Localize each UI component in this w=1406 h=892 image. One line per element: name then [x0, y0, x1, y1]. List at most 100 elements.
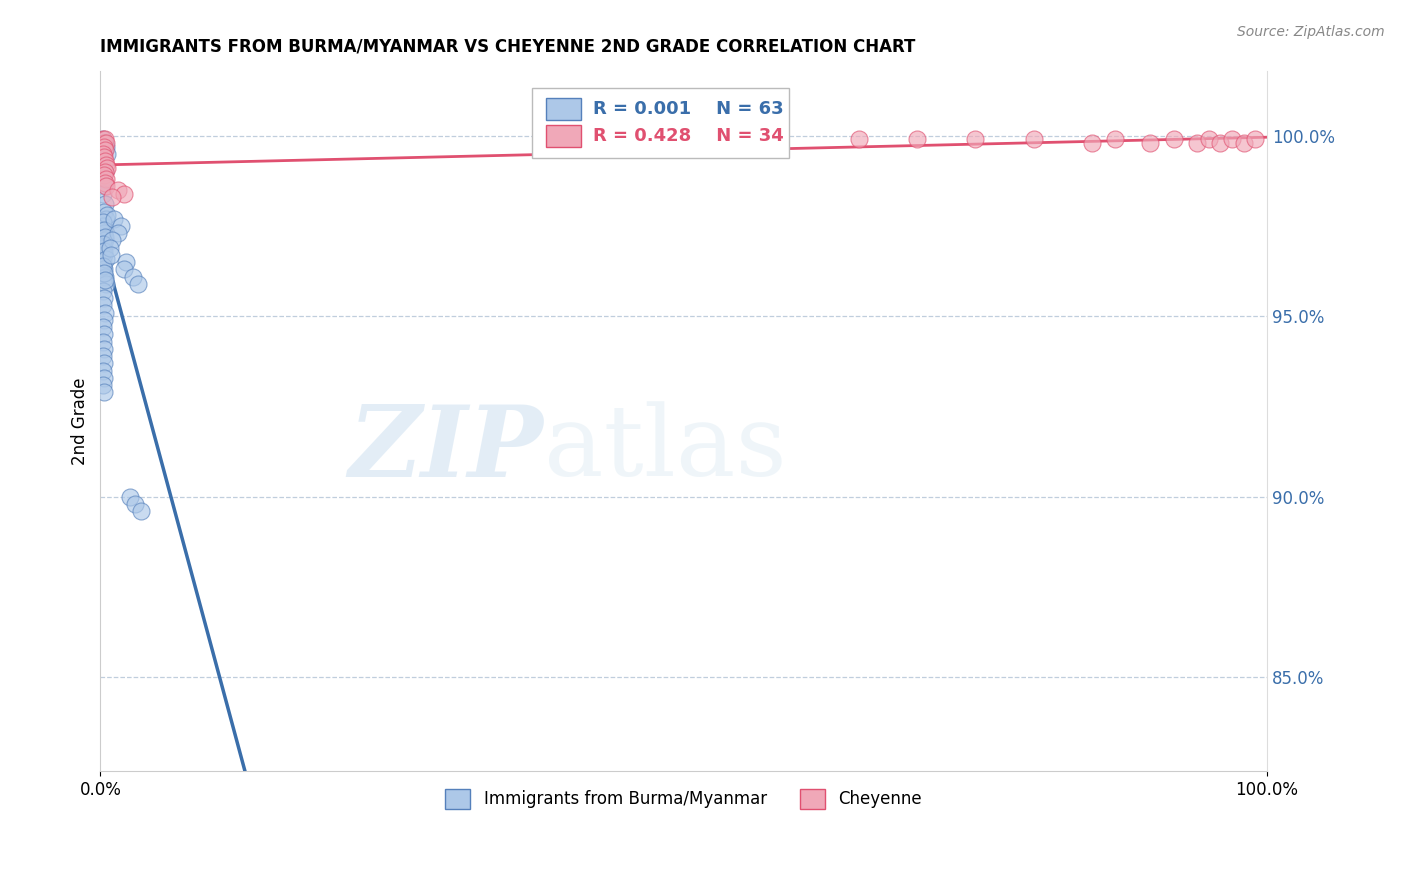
Point: [91, 139, 114, 153]
Point: [93, 266, 115, 280]
Point: [965, 132, 987, 146]
Bar: [531, 88, 789, 158]
Point: [93, 136, 115, 150]
Point: [94, 154, 117, 169]
Point: [96, 146, 118, 161]
Point: [91, 146, 114, 161]
Point: [91, 298, 114, 312]
Point: [1163, 132, 1185, 146]
Point: [94, 176, 117, 190]
Point: [93, 222, 115, 236]
Point: [96, 172, 118, 186]
Point: [91, 150, 114, 164]
Bar: [546, 125, 581, 147]
Text: Source: ZipAtlas.com: Source: ZipAtlas.com: [1237, 25, 1385, 39]
Point: [848, 132, 870, 146]
Point: [96, 211, 118, 226]
Point: [93, 150, 115, 164]
Point: [91, 363, 114, 377]
Point: [91, 219, 114, 233]
Text: ZIP: ZIP: [349, 401, 544, 498]
Point: [103, 211, 125, 226]
Text: R = 0.001    N = 63: R = 0.001 N = 63: [593, 100, 783, 119]
Point: [93, 136, 115, 150]
Point: [1220, 132, 1243, 146]
Point: [93, 139, 115, 153]
Point: [91, 320, 114, 334]
Bar: [546, 98, 581, 120]
Point: [112, 262, 135, 277]
Point: [93, 143, 115, 157]
Text: R = 0.428    N = 34: R = 0.428 N = 34: [593, 127, 783, 145]
Point: [94, 143, 117, 157]
Point: [93, 262, 115, 277]
Point: [93, 342, 115, 356]
Point: [91, 259, 114, 273]
Point: [100, 248, 122, 262]
Point: [93, 385, 115, 400]
Point: [94, 230, 117, 244]
Point: [127, 277, 149, 291]
Point: [93, 169, 115, 183]
Point: [96, 208, 118, 222]
Point: [94, 136, 117, 150]
Point: [112, 186, 135, 201]
Point: [91, 334, 114, 349]
Point: [1198, 132, 1220, 146]
Point: [93, 227, 115, 241]
Point: [91, 255, 114, 269]
Point: [91, 132, 114, 146]
Point: [91, 172, 114, 186]
Y-axis label: 2nd Grade: 2nd Grade: [72, 377, 89, 465]
Point: [115, 255, 138, 269]
Point: [1209, 136, 1232, 150]
Point: [91, 378, 114, 392]
Point: [96, 158, 118, 172]
Point: [118, 490, 141, 504]
Point: [93, 244, 115, 259]
Point: [96, 161, 118, 176]
Point: [93, 356, 115, 370]
Point: [91, 237, 114, 252]
Point: [1081, 136, 1104, 150]
Point: [94, 165, 117, 179]
Point: [93, 158, 115, 172]
Point: [122, 269, 145, 284]
Point: [91, 215, 114, 229]
Point: [93, 291, 115, 305]
Point: [107, 183, 129, 197]
Legend: Immigrants from Burma/Myanmar, Cheyenne: Immigrants from Burma/Myanmar, Cheyenne: [439, 782, 929, 815]
Point: [107, 227, 129, 241]
Point: [124, 497, 146, 511]
Point: [94, 273, 117, 287]
Point: [94, 132, 117, 146]
Point: [94, 269, 117, 284]
Point: [110, 219, 132, 233]
Point: [94, 197, 117, 211]
Point: [91, 349, 114, 363]
Text: IMMIGRANTS FROM BURMA/MYANMAR VS CHEYENNE 2ND GRADE CORRELATION CHART: IMMIGRANTS FROM BURMA/MYANMAR VS CHEYENN…: [100, 37, 915, 55]
Point: [101, 234, 124, 248]
Point: [94, 165, 117, 179]
Point: [93, 313, 115, 327]
Point: [1244, 132, 1267, 146]
Point: [1232, 136, 1254, 150]
Point: [96, 252, 118, 266]
Point: [1139, 136, 1161, 150]
Point: [93, 248, 115, 262]
Point: [731, 132, 754, 146]
Point: [101, 190, 124, 204]
Point: [96, 179, 118, 194]
Point: [93, 370, 115, 384]
Point: [93, 179, 115, 194]
Point: [91, 186, 114, 201]
Point: [91, 132, 114, 146]
Point: [98, 241, 121, 255]
Point: [96, 136, 118, 150]
Point: [905, 132, 928, 146]
Point: [1022, 132, 1045, 146]
Point: [93, 327, 115, 342]
Point: [1185, 136, 1208, 150]
Point: [96, 139, 118, 153]
Point: [129, 504, 152, 518]
